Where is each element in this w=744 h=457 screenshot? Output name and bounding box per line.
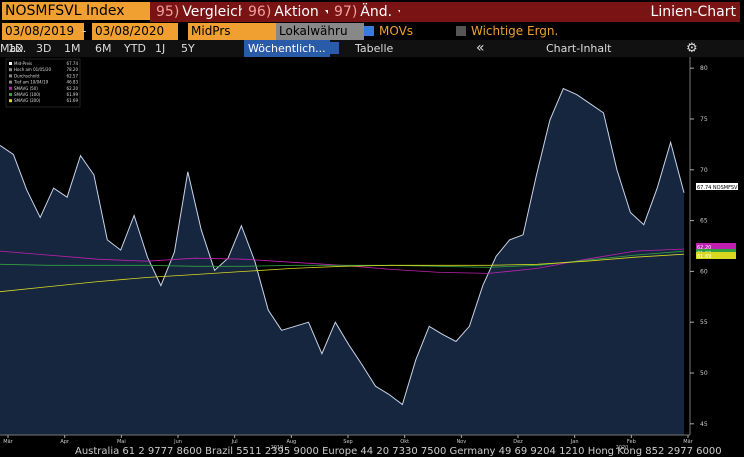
legend-swatch: [9, 74, 12, 78]
legend-swatch: [9, 93, 12, 96]
legend-value: 78.20: [67, 67, 79, 72]
chart-icon[interactable]: [325, 42, 339, 54]
legend-label: Durchschnitt: [14, 73, 40, 78]
legend-bg: [5, 58, 81, 108]
compare-button[interactable]: 95) Vergleich: [150, 2, 253, 22]
legend-label: SMAVG (200): [14, 98, 41, 103]
action-button[interactable]: 96) Aktion: [242, 2, 337, 22]
series-line: [0, 87, 685, 406]
legend-value: 67.74: [67, 61, 79, 66]
x-tick-label: Dez: [513, 439, 523, 445]
period-button[interactable]: 6M: [95, 42, 112, 55]
button-number: 96): [248, 4, 272, 20]
currency-select[interactable]: Lokalwähru: [276, 23, 364, 40]
x-tick-label: Feb: [627, 439, 636, 445]
legend-swatch: [9, 99, 12, 103]
legend-value: 61.99: [67, 92, 79, 97]
end-label-bg: [696, 243, 736, 250]
period-button[interactable]: 1D: [8, 42, 24, 55]
legend-swatch: [9, 86, 12, 90]
frequency-button[interactable]: Wöchentlich...: [244, 40, 330, 57]
period-button[interactable]: YTD: [124, 42, 146, 55]
start-date[interactable]: 03/08/2019: [2, 23, 84, 40]
legend-label: SMAVG (50): [14, 86, 38, 91]
y-tick-label: 50: [700, 370, 708, 377]
period-button[interactable]: 5Y: [181, 42, 195, 55]
x-tick-label: Mär: [683, 439, 693, 445]
x-tick-label: Jan: [570, 439, 579, 445]
x-tick-label: Okt: [400, 439, 409, 445]
end-label-bg: [696, 183, 738, 190]
x-tick-label: Aug: [286, 439, 296, 445]
security-field[interactable]: NOSMFSVL Index: [2, 2, 153, 20]
end-label: 61.69: [697, 254, 711, 260]
legend-label: Mid-Preis: [14, 61, 32, 66]
series-line: [0, 253, 685, 293]
legend-value: 61.69: [67, 98, 79, 103]
x-tick-label: Mär: [3, 439, 13, 445]
end-label: 67.74 NOSMFSVL: [697, 185, 740, 191]
content-button[interactable]: Chart-Inhalt: [546, 42, 612, 55]
table-button[interactable]: Tabelle: [355, 42, 394, 55]
y-tick-label: 70: [700, 167, 708, 174]
legend-swatch: [9, 68, 12, 72]
button-number: 95): [156, 4, 180, 20]
end-label-bg: [696, 252, 736, 259]
movs-label: MOVs: [379, 24, 414, 38]
legend-value: 62.20: [67, 86, 79, 91]
top-bar: NOSMFSVL Index 95) Vergleich 96) Aktion 97…: [0, 0, 744, 22]
x-tick-label: Mai: [117, 439, 126, 445]
legend-swatch: [9, 80, 12, 84]
end-label: 62.20: [697, 245, 711, 251]
footer: Australia 61 2 9777 8600 Brazil 5511 239…: [75, 446, 722, 457]
y-tick-label: 80: [700, 65, 708, 72]
collapse-icon[interactable]: «: [476, 40, 485, 56]
view-title: Linien-Chart: [400, 2, 740, 22]
period-bar: Wöchentlich... Tabelle « Chart-Inhalt ⚙ …: [0, 40, 744, 57]
settings-icon[interactable]: ⚙: [686, 41, 698, 56]
period-button[interactable]: 3D: [36, 42, 52, 55]
x-tick-label: Nov: [456, 439, 466, 445]
x-tick-label: Apr: [60, 439, 70, 445]
button-label: Vergleich: [182, 4, 247, 20]
events-label: Wichtige Ergn.: [471, 24, 559, 38]
year-label: 2020: [616, 445, 629, 451]
button-label: Änd.: [360, 4, 393, 20]
movs-checkbox[interactable]: [364, 26, 374, 36]
x-tick-label: Sep: [343, 439, 352, 445]
button-label: Aktion: [274, 4, 319, 20]
year-label: 2019: [271, 445, 284, 451]
legend-label: SMAVG (100): [14, 92, 41, 97]
period-button[interactable]: 1J: [155, 42, 166, 55]
settings-bar: 03/08/2019 - 03/08/2020 MidPrs Lokalwähr…: [0, 23, 744, 40]
area: [0, 88, 684, 435]
change-button[interactable]: 97) Änd.: [328, 2, 411, 22]
legend-label: Tief am 10/04/19: [13, 80, 49, 85]
period-button[interactable]: 1M: [64, 42, 81, 55]
period-button[interactable]: Max.: [0, 42, 27, 55]
y-tick-label: 55: [700, 319, 708, 326]
button-number: 97): [334, 4, 358, 20]
legend-value: 46.83: [67, 80, 79, 85]
y-tick-label: 65: [700, 218, 708, 225]
x-tick-label: Jun: [173, 439, 182, 445]
legend-label: Hoch am 01/05/20: [14, 67, 52, 72]
events-checkbox[interactable]: [456, 26, 466, 36]
date-dash: -: [82, 24, 87, 38]
field-select[interactable]: MidPrs: [188, 23, 276, 40]
y-tick-label: 60: [700, 268, 708, 275]
y-tick-label: 75: [700, 116, 708, 123]
end-date[interactable]: 03/08/2020: [92, 23, 178, 40]
legend-swatch: [9, 62, 12, 65]
y-tick-label: 45: [700, 421, 708, 428]
x-tick-label: Jul: [231, 439, 238, 445]
legend-value: 62.57: [67, 73, 79, 78]
